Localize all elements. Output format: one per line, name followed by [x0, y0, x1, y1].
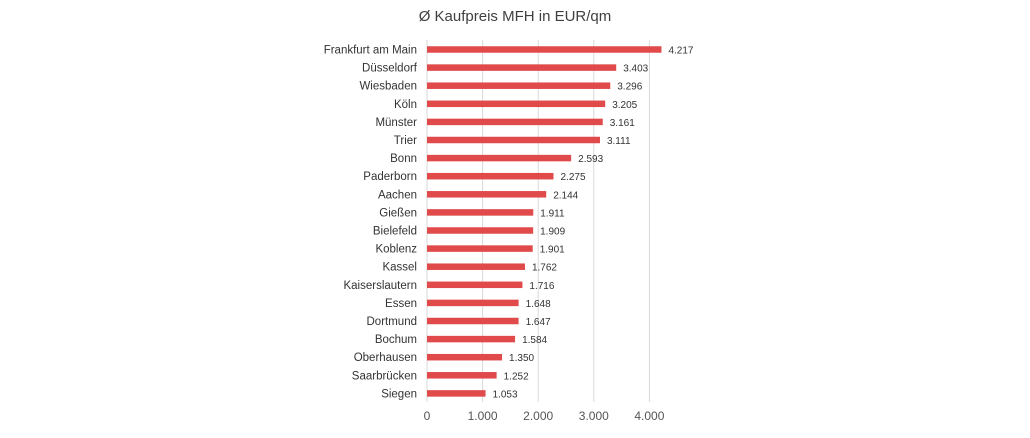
- category-label: Aachen: [378, 189, 417, 201]
- data-label: 2.275: [560, 172, 585, 183]
- data-label: 3.205: [612, 100, 637, 111]
- x-tick-label: 3.000: [579, 409, 609, 423]
- data-label: 1.350: [509, 353, 534, 364]
- data-label: 1.053: [493, 389, 518, 400]
- data-label: 3.296: [617, 82, 642, 93]
- category-label: Münster: [375, 117, 417, 129]
- bar: [427, 353, 503, 361]
- bar: [427, 263, 525, 270]
- category-label: Bielefeld: [373, 226, 417, 238]
- bar: [427, 372, 497, 379]
- bar: [427, 172, 554, 180]
- x-tick-label: 2.000: [523, 409, 553, 423]
- bar: [427, 390, 486, 397]
- x-tick-label: 1.000: [468, 409, 498, 423]
- bar: [427, 209, 534, 216]
- category-label: Bonn: [390, 153, 417, 165]
- x-tick-label: 0: [424, 409, 431, 423]
- category-label: Siegen: [381, 388, 417, 400]
- data-label: 1.716: [529, 281, 554, 292]
- category-label: Kassel: [382, 262, 417, 274]
- data-label: 3.161: [610, 118, 635, 129]
- bar: [427, 46, 662, 53]
- category-label: Bochum: [375, 334, 417, 346]
- data-label: 1.584: [522, 335, 547, 346]
- category-label: Paderborn: [363, 171, 417, 183]
- category-label: Koblenz: [375, 244, 417, 256]
- data-label: 2.144: [553, 190, 578, 201]
- data-label: 1.911: [540, 208, 565, 219]
- bar: [427, 154, 572, 162]
- category-label: Düsseldorf: [362, 63, 418, 75]
- data-label: 1.252: [504, 371, 529, 382]
- bar: [427, 82, 611, 89]
- data-label: 1.647: [526, 317, 551, 328]
- bar: [427, 118, 603, 126]
- bar: [427, 227, 534, 234]
- chart-title: Ø Kaufpreis MFH in EUR/qm: [418, 8, 612, 25]
- data-label: 2.593: [578, 154, 603, 165]
- category-label: Gießen: [379, 207, 417, 219]
- category-label: Frankfurt am Main: [324, 45, 417, 57]
- data-label: 1.648: [526, 299, 551, 310]
- category-label: Saarbrücken: [352, 370, 417, 382]
- bar: [427, 299, 519, 307]
- data-label: 1.762: [532, 263, 557, 274]
- bar: [427, 317, 519, 325]
- bar: [427, 335, 516, 343]
- category-label: Trier: [394, 135, 417, 147]
- category-label: Oberhausen: [354, 352, 417, 364]
- bar: [427, 100, 606, 108]
- data-label: 3.111: [607, 136, 631, 147]
- bar: [427, 281, 523, 289]
- category-label: Dortmund: [367, 316, 418, 328]
- category-label: Köln: [394, 99, 417, 111]
- bar: [427, 64, 617, 71]
- data-label: 4.217: [668, 46, 693, 57]
- category-label: Essen: [385, 298, 417, 310]
- data-label: 3.403: [623, 64, 648, 75]
- data-label: 1.901: [540, 245, 565, 256]
- data-label: 1.909: [540, 227, 565, 238]
- category-label: Wiesbaden: [359, 81, 417, 93]
- bar: [427, 245, 533, 252]
- category-label: Kaiserslautern: [343, 280, 417, 292]
- bar: [427, 136, 600, 144]
- bar: [427, 191, 547, 198]
- x-tick-label: 4.000: [634, 409, 664, 423]
